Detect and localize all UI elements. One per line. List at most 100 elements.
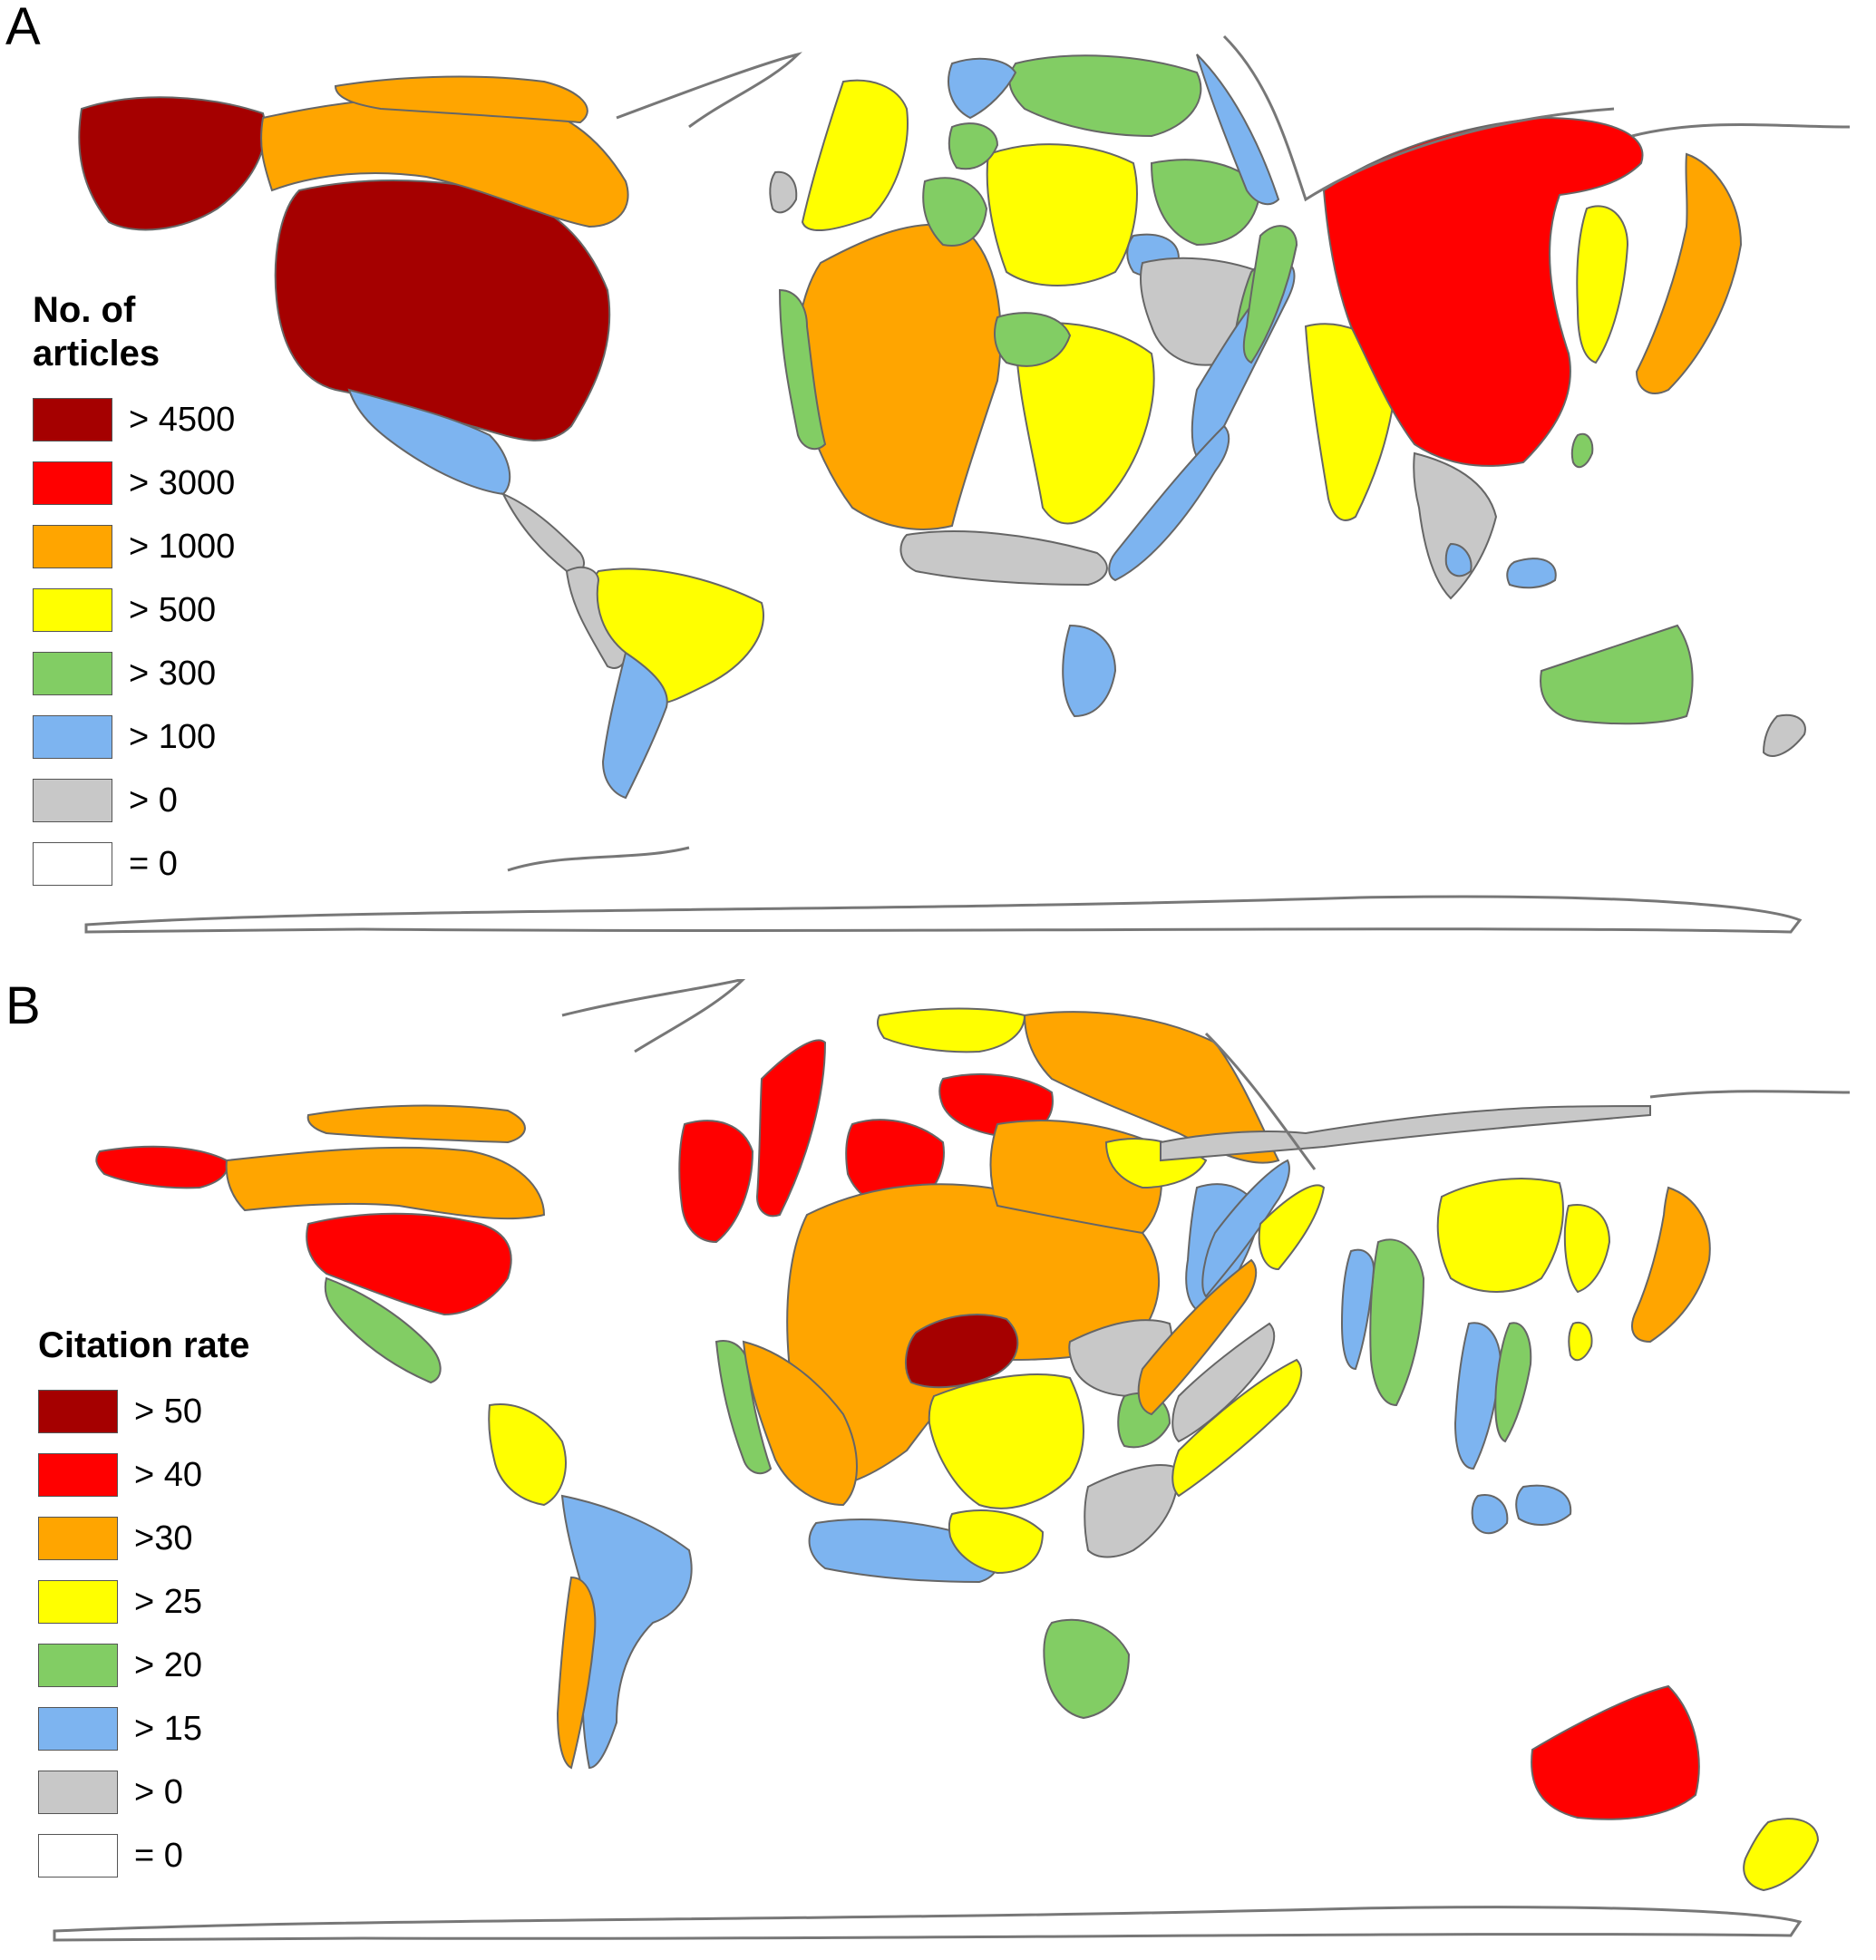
france-region: [795, 223, 1002, 530]
saudi-region: [1137, 1258, 1258, 1416]
legend-item: > 0: [33, 769, 235, 832]
legend-title: Citation rate: [38, 1325, 250, 1365]
legend-citation-rate: Citation rate > 50 > 40 >30 > 25 > 20 > …: [38, 1324, 249, 1887]
korea-region: [1563, 1204, 1611, 1294]
vietnam-region: [1494, 1322, 1532, 1443]
switzerland-region: [905, 1314, 1019, 1389]
oman-region: [1171, 1358, 1303, 1498]
canada-region: [225, 1146, 546, 1220]
new-zealand-region: [1762, 713, 1806, 757]
portugal-region: [778, 288, 827, 451]
legend-swatch: [38, 1644, 118, 1687]
antarctica: [84, 895, 1803, 934]
legend-item: = 0: [33, 832, 235, 896]
israel-region: [1201, 1159, 1290, 1298]
legend-swatch: [33, 715, 112, 759]
russia-arc: [1222, 34, 1615, 202]
korea-region: [1576, 205, 1629, 364]
legend-swatch: [33, 652, 112, 695]
legend-label: > 4500: [129, 400, 236, 439]
canada-arctic-islands: [306, 1104, 526, 1144]
new-zealand-region: [1743, 1818, 1820, 1892]
legend-item: > 40: [38, 1443, 249, 1507]
italy-region: [1014, 322, 1155, 525]
bangladesh-region: [1340, 1248, 1375, 1371]
alaska-region: [78, 96, 267, 231]
legend-swatch: [38, 1707, 118, 1751]
legend-swatch: [33, 842, 112, 886]
poland-region: [1150, 159, 1262, 247]
legend-label: > 15: [134, 1709, 203, 1748]
legend-label: > 20: [134, 1645, 203, 1684]
legend-label: > 25: [134, 1582, 203, 1621]
legend-item: > 3000: [33, 451, 235, 515]
southeast-asia: [1413, 451, 1498, 600]
legend-label: > 1000: [129, 527, 236, 566]
legend-title-line2: articles: [33, 334, 160, 374]
uk-region: [755, 1039, 827, 1218]
east-arc: [1631, 123, 1851, 138]
arctic-island: [561, 979, 746, 1053]
malaysia-region: [1444, 542, 1473, 577]
russia-arc: [1204, 1032, 1317, 1170]
legend-swatch: [33, 525, 112, 568]
legend-swatch: [33, 398, 112, 441]
canada-arctic-islands: [334, 75, 588, 124]
legend-item: > 4500: [33, 388, 235, 451]
egypt-region: [948, 1509, 1045, 1575]
alaska-region: [95, 1145, 228, 1189]
legend-swatch: [33, 779, 112, 822]
australia-region: [1540, 624, 1694, 725]
east-arc: [1649, 1090, 1851, 1099]
panel-a: A No. of articles > 4500 > 3000 > 1000 >…: [0, 0, 1876, 961]
antarctica: [53, 1906, 1803, 1942]
south-africa-region: [1062, 624, 1117, 718]
malaysia-region: [1471, 1494, 1509, 1535]
japan-region: [1631, 1186, 1711, 1344]
india-region: [1369, 1238, 1425, 1407]
gulf-grey: [1171, 1322, 1276, 1443]
legend-item: > 20: [38, 1634, 249, 1697]
legend-swatch: [38, 1771, 118, 1814]
legend-label: > 50: [134, 1392, 203, 1431]
legend-label: > 0: [134, 1772, 183, 1811]
legend-item: > 500: [33, 578, 235, 642]
argentina-region: [601, 651, 668, 800]
japan-region: [1635, 152, 1743, 394]
spain-region: [742, 1340, 858, 1507]
colombia-region: [488, 1403, 567, 1507]
ireland-region: [769, 170, 798, 214]
legend-swatch: [33, 588, 112, 632]
taiwan-region: [1568, 1321, 1593, 1362]
legend-item: > 25: [38, 1570, 249, 1634]
mexico-region: [324, 1276, 442, 1384]
legend-item: = 0: [38, 1824, 249, 1887]
baltic-blue-strip: [1196, 53, 1280, 206]
legend-item: > 100: [33, 705, 235, 769]
panel-letter-a: A: [5, 0, 41, 56]
legend-swatch: [38, 1580, 118, 1624]
legend-label: > 100: [129, 717, 217, 756]
legend-item: >30: [38, 1507, 249, 1570]
cartogram-map-citations: [53, 979, 1851, 1942]
central-america: [501, 492, 585, 574]
legend-label: = 0: [134, 1836, 183, 1875]
south-africa-region: [1043, 1618, 1131, 1720]
legend-label: >30: [134, 1519, 193, 1557]
legend-label: > 500: [129, 590, 217, 629]
legend-swatch: [38, 1834, 118, 1878]
indonesia-region: [1515, 1484, 1572, 1526]
uk-region: [801, 79, 909, 232]
legend-title-line1: No. of: [33, 290, 136, 330]
usa-region: [306, 1212, 512, 1316]
taiwan-region: [1570, 432, 1594, 469]
scandinavia-region: [1008, 54, 1202, 138]
ireland-region: [678, 1120, 754, 1244]
italy-region: [928, 1373, 1084, 1509]
legend-label: = 0: [129, 844, 178, 883]
germany-region: [986, 143, 1138, 286]
russia-grey: [1160, 1104, 1651, 1162]
legend-swatch: [38, 1390, 118, 1433]
legend-item: > 300: [33, 642, 235, 705]
legend-label: > 3000: [129, 463, 236, 502]
